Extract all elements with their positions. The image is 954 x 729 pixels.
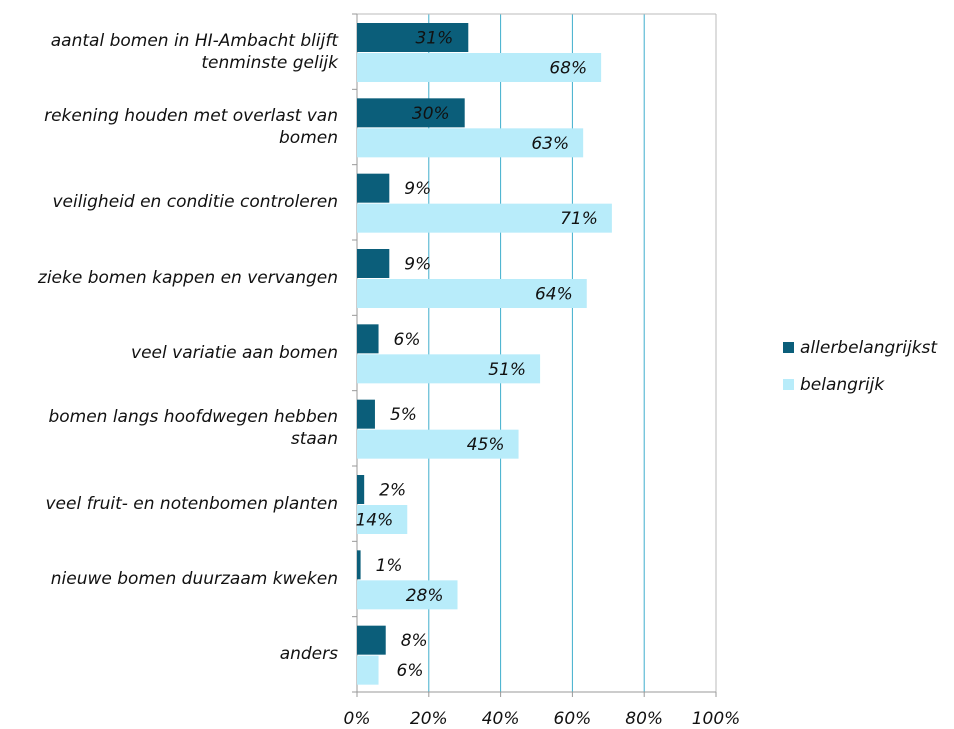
bar [357, 475, 365, 504]
category-label: rekening houden met overlast van bomen [44, 105, 338, 148]
bar [357, 23, 469, 52]
value-label: 2% [379, 481, 406, 501]
value-label: 6% [394, 330, 421, 350]
bar [357, 173, 390, 203]
category-label: bomen langs hoofdwegen hebben staan [48, 407, 338, 450]
value-label: 30% [412, 104, 450, 124]
category-label: veiligheid en conditie controleren [52, 192, 338, 213]
x-tick-label: 40% [482, 709, 520, 729]
value-label: 8% [401, 631, 428, 651]
value-label: 9% [404, 255, 431, 275]
value-label: 5% [390, 405, 417, 425]
bar [357, 53, 602, 82]
category-label: nieuwe bomen duurzaam kweken [50, 568, 338, 589]
bar [357, 279, 587, 308]
legend-swatch [783, 342, 794, 353]
value-label: 63% [531, 134, 569, 154]
value-label: 45% [467, 435, 505, 455]
bar [357, 399, 375, 429]
bar [357, 580, 458, 610]
value-label: 28% [406, 586, 444, 606]
value-label: 1% [376, 556, 403, 576]
category-label: aantal bomen in HI-Ambacht blijft tenmin… [50, 30, 338, 73]
bar [357, 354, 541, 384]
x-tick-label: 60% [554, 709, 592, 729]
category-label: veel fruit- en notenbomen planten [45, 493, 339, 514]
category-label: veel variatie aan bomen [131, 342, 338, 363]
value-label: 31% [415, 29, 453, 49]
legend-label: allerbelangrijkst [800, 338, 938, 358]
value-label: 51% [488, 360, 526, 380]
category-label: zieke bomen kappen en vervangen [37, 267, 338, 288]
x-tick-label: 100% [692, 709, 741, 729]
bar [357, 429, 519, 459]
bar [357, 203, 612, 233]
x-tick-label: 0% [344, 709, 371, 729]
bar [357, 550, 361, 580]
category-label: anders [279, 644, 338, 665]
value-label: 68% [549, 59, 587, 79]
bar [357, 324, 379, 354]
x-tick-label: 20% [410, 709, 448, 729]
value-label: 71% [560, 209, 598, 229]
bar [357, 128, 584, 158]
legend-label: belangrijk [800, 375, 885, 395]
bar [357, 655, 379, 685]
bar [357, 249, 390, 278]
value-label: 6% [397, 661, 424, 681]
bar [357, 505, 408, 534]
bar [357, 98, 465, 128]
value-label: 64% [535, 285, 573, 305]
bar [357, 625, 386, 655]
value-label: 9% [404, 179, 431, 199]
legend-swatch [783, 379, 794, 390]
x-tick-label: 80% [625, 709, 663, 729]
value-label: 14% [355, 511, 393, 531]
